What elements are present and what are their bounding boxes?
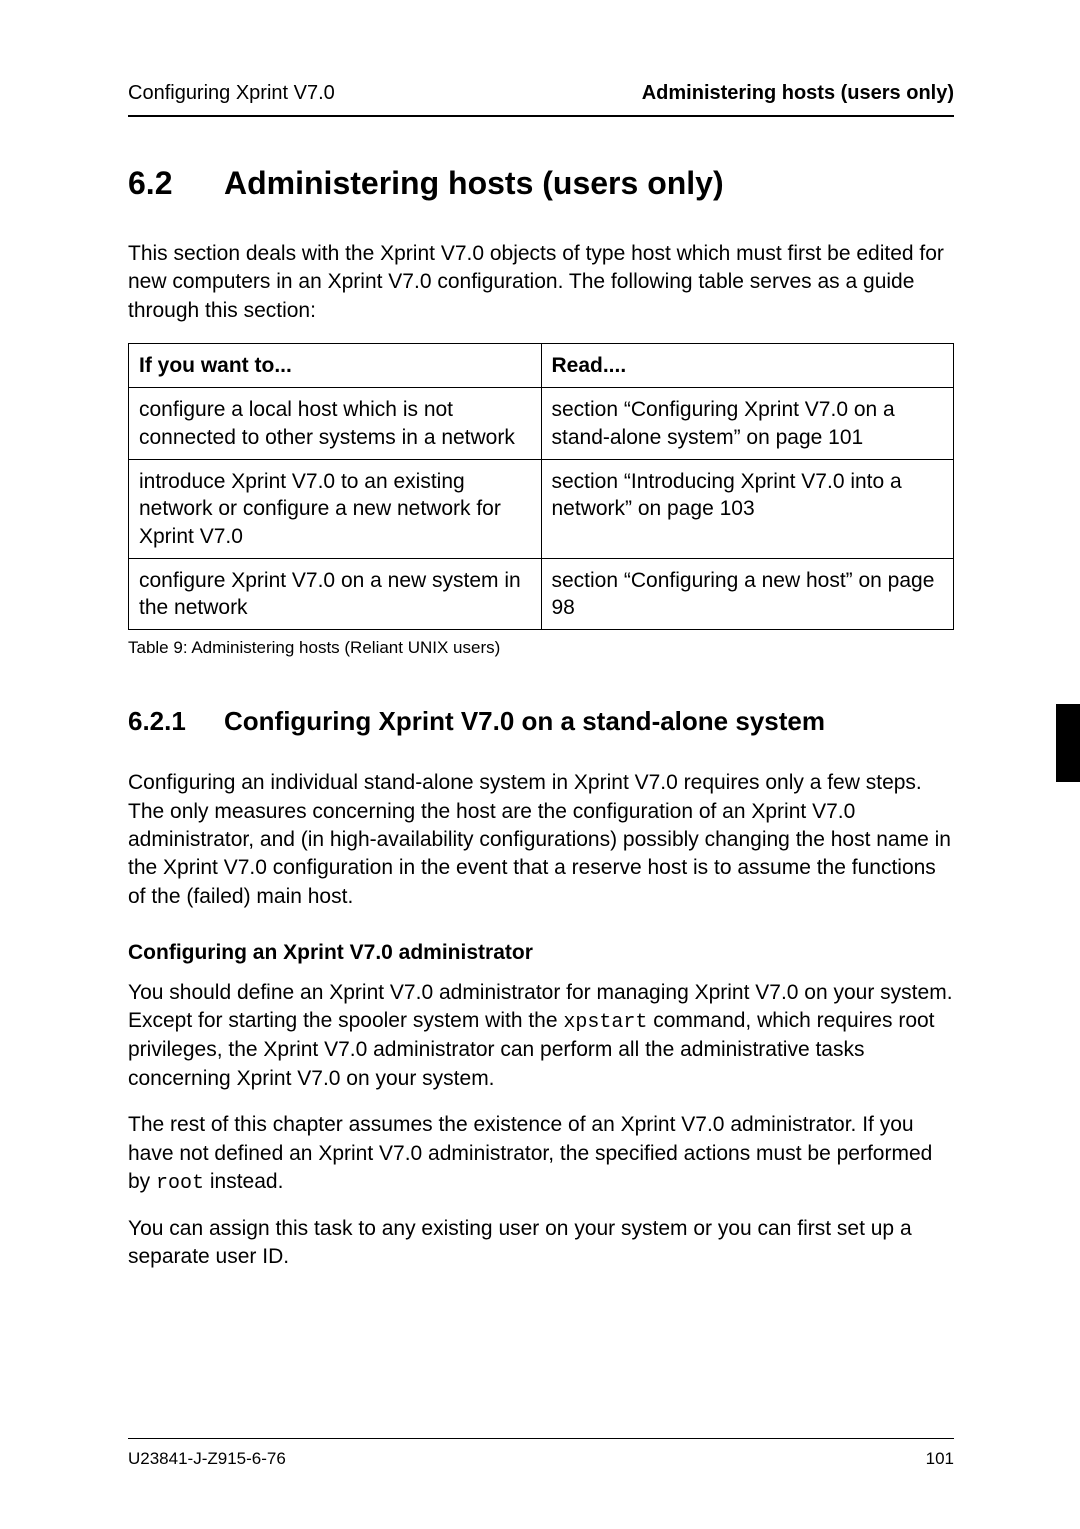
table-header-row: If you want to... Read.... <box>129 344 954 388</box>
subsection-para-4: You can assign this task to any existing… <box>128 1215 954 1272</box>
table-cell: section “Configuring a new host” on page… <box>541 558 954 630</box>
page-content: Configuring Xprint V7.0 Administering ho… <box>0 0 1080 1350</box>
table-row: introduce Xprint V7.0 to an existing net… <box>129 459 954 558</box>
subsection-para-1: Configuring an individual stand-alone sy… <box>128 769 954 911</box>
header-left: Configuring Xprint V7.0 <box>128 82 335 105</box>
header-right: Administering hosts (users only) <box>642 82 954 105</box>
guide-table: If you want to... Read.... configure a l… <box>128 343 954 630</box>
footer-page-number: 101 <box>926 1449 954 1469</box>
subsection-para-2: You should define an Xprint V7.0 adminis… <box>128 979 954 1093</box>
subsection-title-text: Configuring Xprint V7.0 on a stand-alone… <box>224 706 825 736</box>
table-row: configure Xprint V7.0 on a new system in… <box>129 558 954 630</box>
subsection-number: 6.2.1 <box>128 706 224 737</box>
code-xpstart: xpstart <box>563 1011 647 1034</box>
running-header: Configuring Xprint V7.0 Administering ho… <box>128 82 954 117</box>
section-intro: This section deals with the Xprint V7.0 … <box>128 240 954 325</box>
table-cell: section “Configuring Xprint V7.0 on a st… <box>541 388 954 460</box>
table-cell: configure a local host which is not conn… <box>129 388 542 460</box>
section-title-text: Administering hosts (users only) <box>224 165 724 201</box>
table-cell: configure Xprint V7.0 on a new system in… <box>129 558 542 630</box>
subsection-heading: 6.2.1Configuring Xprint V7.0 on a stand-… <box>128 706 954 737</box>
table-row: configure a local host which is not conn… <box>129 388 954 460</box>
table-caption: Table 9: Administering hosts (Reliant UN… <box>128 638 954 658</box>
table-header-cell: Read.... <box>541 344 954 388</box>
section-heading: 6.2Administering hosts (users only) <box>128 165 954 202</box>
text-run: instead. <box>204 1170 283 1193</box>
code-root: root <box>156 1172 204 1195</box>
section-number: 6.2 <box>128 165 224 202</box>
thumb-tab <box>1056 704 1080 782</box>
page-footer: U23841-J-Z915-6-76 101 <box>128 1438 954 1469</box>
table-header-cell: If you want to... <box>129 344 542 388</box>
footer-doc-id: U23841-J-Z915-6-76 <box>128 1449 286 1469</box>
subsection-para-3: The rest of this chapter assumes the exi… <box>128 1111 954 1197</box>
paragraph-heading: Configuring an Xprint V7.0 administrator <box>128 941 954 965</box>
table-cell: section “Introducing Xprint V7.0 into a … <box>541 459 954 558</box>
table-cell: introduce Xprint V7.0 to an existing net… <box>129 459 542 558</box>
